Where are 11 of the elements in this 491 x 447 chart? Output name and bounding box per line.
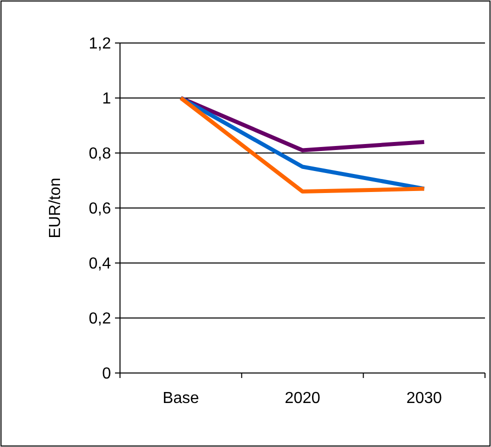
y-tick-label: 0,6 [88,200,112,218]
y-tick-label: 1,2 [88,36,112,53]
x-tick-label: 2020 [284,390,320,407]
y-tick-label: 1 [102,90,112,108]
y-tick-label: 0 [102,366,112,383]
x-tick-label: 2030 [406,390,442,407]
y-tick-label: 0,4 [88,256,112,273]
y-axis-title: EUR/ton [47,178,64,238]
x-tick-label: Base [162,390,200,407]
y-tick-label: 0,2 [88,310,112,328]
y-tick-label: 0,8 [88,146,112,163]
